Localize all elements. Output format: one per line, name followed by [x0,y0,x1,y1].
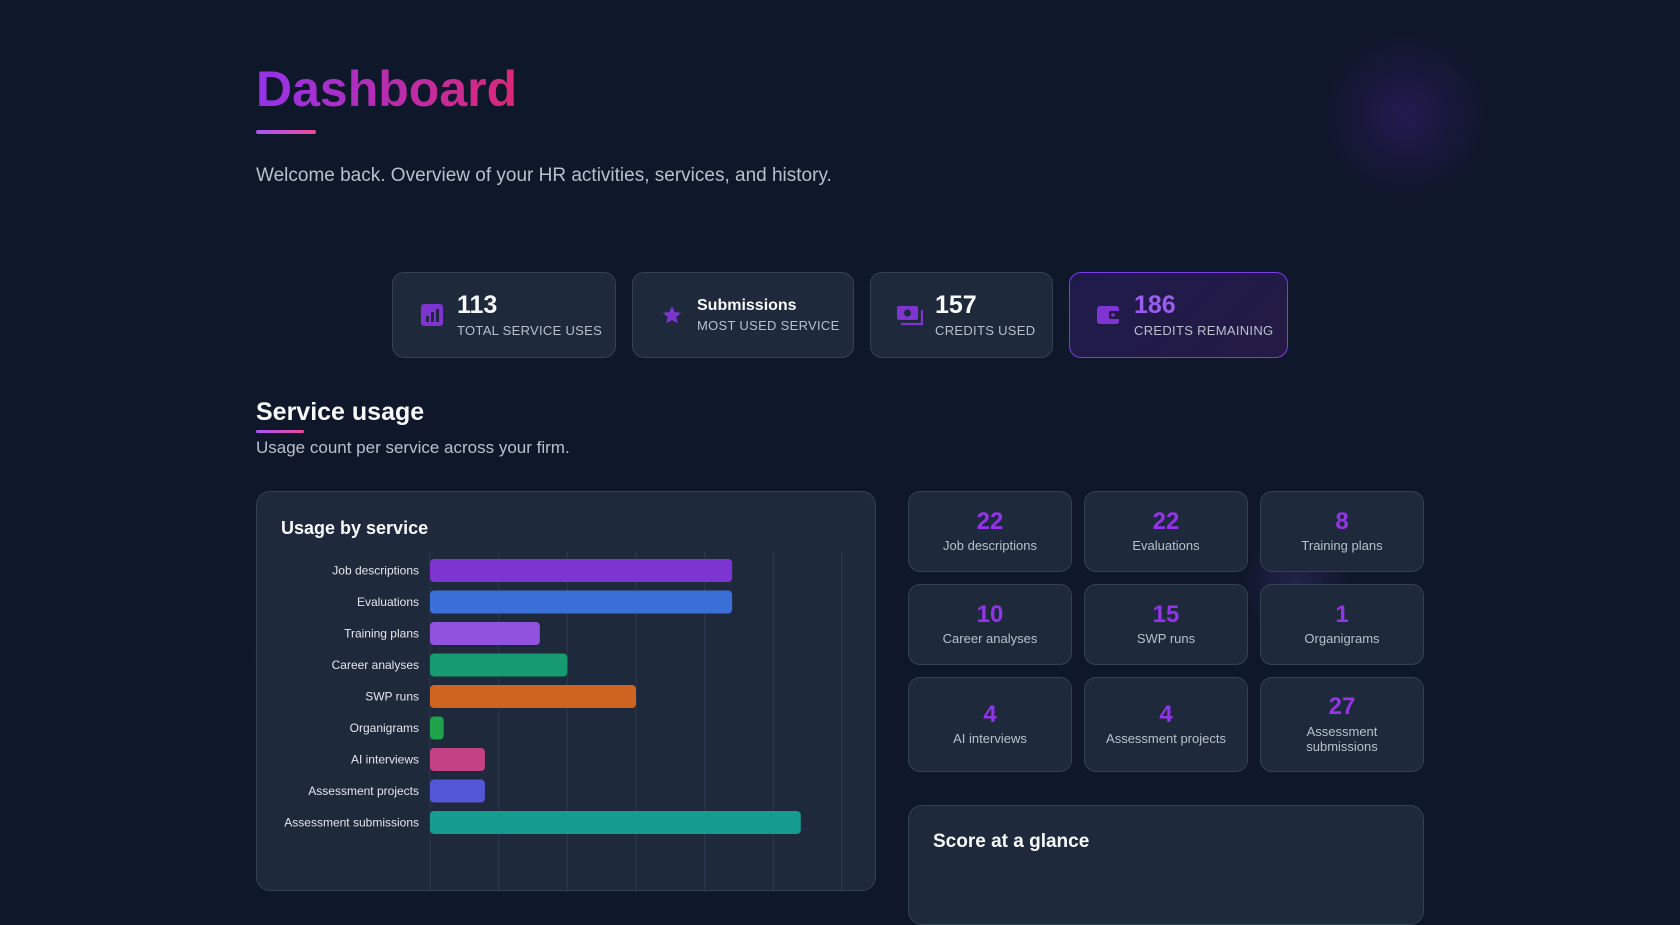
tile-count: 1 [1335,600,1349,628]
page-subtitle: Welcome back. Overview of your HR activi… [256,165,832,186]
chart-title: Usage by service [281,518,429,538]
chart-category-label: SWP runs [365,690,419,704]
chart-category-label: Assessment submissions [284,816,419,830]
section-underline [256,430,304,433]
stat-label: CREDITS USED [935,323,1036,339]
money-icon [897,302,923,328]
service-tile-ai-interviews: 4 AI interviews [908,677,1072,772]
stat-card-most-used-service: Submissions MOST USED SERVICE [632,272,854,358]
chart-bar [430,559,733,582]
service-tile-job-descriptions: 22 Job descriptions [908,491,1072,572]
stat-card-credits-remaining: 186 CREDITS REMAINING [1069,272,1288,358]
chart-category-label: Evaluations [357,595,419,609]
chart-bar [430,748,485,771]
tile-count: 22 [1152,507,1180,535]
chart-category-label: Job descriptions [332,564,419,578]
service-tile-evaluations: 22 Evaluations [1084,491,1248,572]
bar-chart-icon [419,302,445,328]
background-glow [1320,30,1490,200]
usage-chart-card: Usage by service Job descriptions Evaluat… [256,491,876,892]
score-card: Score at a glance [908,805,1424,925]
score-card-title: Score at a glance [933,831,1090,852]
service-tile-swp-runs: 15 SWP runs [1084,584,1248,665]
chart-bar [430,716,444,740]
chart-category-label: Assessment projects [308,784,419,798]
tile-count: 10 [976,600,1004,628]
stat-card-total-service-uses: 113 TOTAL SERVICE USES [392,272,616,358]
service-tile-assessment-projects: 4 Assessment projects [1084,677,1248,772]
chart-bar [430,622,540,645]
chart-category-label: Organigrams [350,721,419,735]
wallet-icon [1096,302,1122,328]
tile-count: 27 [1328,693,1356,721]
service-tile-training-plans: 8 Training plans [1260,491,1424,572]
tile-count: 4 [983,700,997,728]
stat-value: 157 [935,290,977,319]
usage-bar-chart: Job descriptions Evaluations Training plan… [284,552,843,892]
tile-count: 4 [1159,700,1173,728]
chart-bar [430,811,801,834]
stat-value: Submissions [697,296,797,314]
service-tile-organigrams: 1 Organigrams [1260,584,1424,665]
section-subtitle: Usage count per service across your firm… [256,438,570,457]
stat-value: 113 [457,290,498,319]
tile-label: AI interviews [953,731,1027,747]
chart-category-label: AI interviews [351,753,419,767]
title-underline [256,130,316,134]
star-icon [659,302,685,328]
tile-label: SWP runs [1136,631,1196,647]
tile-label: Job descriptions [943,538,1037,554]
stat-label: TOTAL SERVICE USES [457,323,603,339]
tile-label: Career analyses [942,631,1038,647]
section-title: Service usage [256,398,425,426]
page-title: Dashboard [256,61,518,117]
tile-label: Organigrams [1304,631,1380,647]
stat-value: 186 [1134,290,1176,319]
tile-label: Training plans [1301,538,1383,554]
stat-label: MOST USED SERVICE [697,318,840,334]
stat-label: CREDITS REMAINING [1134,323,1274,339]
chart-bar [430,685,636,708]
tile-label: Assessment projects [1106,731,1226,747]
stat-card-credits-used: 157 CREDITS USED [870,272,1053,358]
chart-category-label: Training plans [344,627,419,641]
service-tile-career-analyses: 10 Career analyses [908,584,1072,665]
chart-category-label: Career analyses [332,658,419,672]
tile-count: 8 [1335,507,1349,535]
tile-count: 22 [976,507,1004,535]
tile-label: Evaluations [1132,538,1200,554]
tile-count: 15 [1152,600,1180,628]
chart-bar [430,653,568,677]
service-tile-assessment-submissions: 27 Assessment submissions [1260,677,1424,772]
chart-bar [430,590,733,614]
chart-bar [430,779,485,803]
tile-label: Assessment submissions [1306,723,1378,754]
